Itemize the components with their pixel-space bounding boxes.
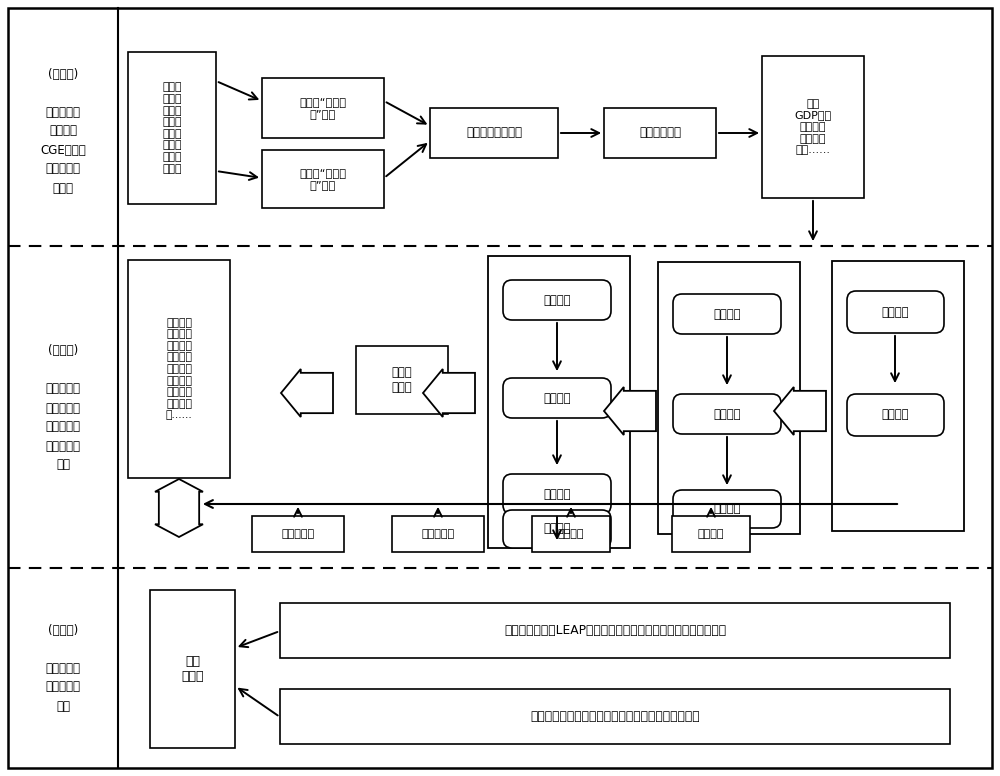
Bar [128,260,230,478]
Text: 宏观因素: 宏观因素 [543,293,571,307]
FancyBboxPatch shape [673,294,781,334]
Text: 电力消费: 电力消费 [713,503,741,515]
Text: 宏观因素: 宏观因素 [882,306,909,318]
Bar [832,261,964,531]
Text: 城市
GDP、城
市产业结
构、相关
政策......: 城市 GDP、城 市产业结 构、相关 政策...... [794,99,832,155]
Polygon shape [423,369,475,417]
Bar [150,590,235,748]
Text: 电力消费: 电力消费 [543,522,571,535]
Text: 敏感性检验: 敏感性检验 [421,529,455,539]
Bar [252,516,344,552]
Text: (第一步)

基于宏观经
济模型、
CGE模的中
长期经济增
长预测: (第一步) 基于宏观经 济模型、 CGE模的中 长期经济增 长预测 [40,68,86,195]
Polygon shape [774,387,826,435]
Bar [488,256,630,548]
Bar [262,78,384,138]
Text: 行业因素: 行业因素 [543,487,571,501]
Polygon shape [604,387,656,435]
Polygon shape [155,479,203,537]
Bar [430,108,558,158]
Bar [532,516,610,552]
Bar [128,52,216,204]
Text: 地区宏观经济增长: 地区宏观经济增长 [466,126,522,140]
FancyBboxPatch shape [673,394,781,434]
FancyBboxPatch shape [503,510,611,548]
FancyBboxPatch shape [503,280,611,320]
Text: 特殊事
件判定: 特殊事 件判定 [392,366,412,394]
Bar [356,346,448,414]
Text: 预测
校验值: 预测 校验值 [181,655,204,683]
Text: 电力消费: 电力消费 [882,408,909,421]
Text: 方法创新校核：LEAP模型、部门分析法模型、系统动力学模型等: 方法创新校核：LEAP模型、部门分析法模型、系统动力学模型等 [504,624,726,637]
Text: 宏观因素: 宏观因素 [713,307,741,320]
Bar [280,603,950,658]
Text: 中观因素: 中观因素 [543,392,571,404]
FancyBboxPatch shape [503,378,611,418]
Text: 模型选取: 模型选取 [698,529,724,539]
Bar [392,516,484,552]
Text: 显著性检验: 显著性检验 [281,529,315,539]
Bar [672,516,750,552]
Bar [262,150,384,208]
Text: 逐步回归: 逐步回归 [558,529,584,539]
Polygon shape [281,369,333,417]
Bar [604,108,716,158]
Bar [658,262,800,534]
Bar [280,689,950,744]
Text: 经济社
会发展
历史数
据、地
方发改
委、统
计局访
谈数据: 经济社 会发展 历史数 据、地 方发改 委、统 计局访 谈数据 [162,82,182,174]
Text: (第三步)

基于组合预
测的稳健性
校核: (第三步) 基于组合预 测的稳健性 校核 [46,623,80,712]
Text: (第二步)

多维度、多
因素交互视
角下的中长
期电力电量
预测: (第二步) 多维度、多 因素交互视 角下的中长 期电力电量 预测 [46,345,80,472]
Text: 生产侧“要素增
长”预测: 生产侧“要素增 长”预测 [299,168,347,190]
Text: 数据创新校核：基于夜间灯光大数据及神经网络算法: 数据创新校核：基于夜间灯光大数据及神经网络算法 [530,710,700,723]
FancyBboxPatch shape [847,394,944,436]
Text: 中长期电
力消费总
量、中长
期电力消
费地区结
构、中长
期电力消
费产业结
构......: 中长期电 力消费总 量、中长 期电力消 费地区结 构、中长 期电力消 费产业结 … [166,317,192,421]
FancyBboxPatch shape [503,474,611,514]
Bar [762,56,864,198]
Text: 中观因素: 中观因素 [713,407,741,421]
FancyBboxPatch shape [673,490,781,528]
FancyBboxPatch shape [847,291,944,333]
Text: 市场均衡关系: 市场均衡关系 [639,126,681,140]
Text: 消费侧“三驾马
车”预测: 消费侧“三驾马 车”预测 [299,97,347,119]
